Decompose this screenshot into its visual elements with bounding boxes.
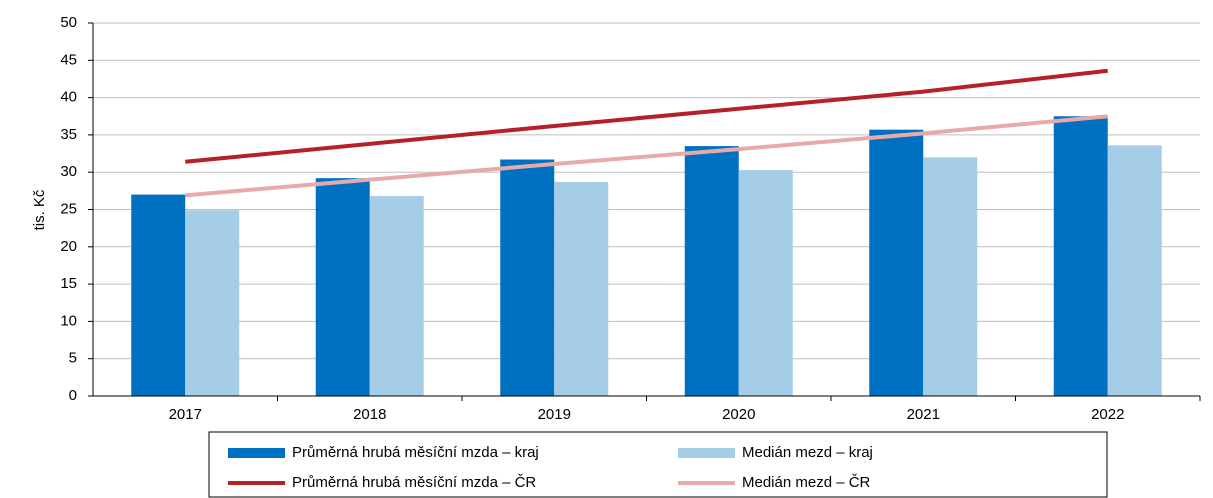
legend-label: Medián mezd – kraj: [742, 444, 873, 461]
x-tick-label: 2022: [1091, 406, 1124, 423]
y-tick-label: 20: [60, 238, 77, 255]
legend-box: [208, 431, 1108, 498]
bar: [684, 146, 739, 396]
bar: [1053, 116, 1108, 396]
x-tick-label: 2020: [722, 406, 755, 423]
y-tick-label: 40: [60, 89, 77, 106]
bar: [1107, 145, 1162, 396]
bar: [923, 157, 978, 396]
bar: [369, 196, 424, 396]
bar: [500, 159, 555, 396]
legend-label: Průměrná hrubá měsíční mzda – kraj: [292, 444, 539, 461]
legend-label: Medián mezd – ČR: [742, 474, 871, 491]
y-tick-label: 35: [60, 126, 77, 143]
bar: [738, 169, 793, 396]
bar: [554, 181, 609, 396]
x-tick-label: 2017: [169, 406, 202, 423]
x-tick-label: 2021: [907, 406, 940, 423]
legend-swatch: [678, 448, 735, 458]
line: [185, 68, 1108, 164]
bar: [185, 210, 240, 396]
y-tick-label: 50: [60, 14, 77, 31]
y-tick-label: 5: [69, 350, 77, 367]
x-tick-label: 2018: [353, 406, 386, 423]
x-tick-label: 2019: [538, 406, 571, 423]
bar: [131, 194, 186, 396]
y-tick-label: 30: [60, 163, 77, 180]
line: [185, 114, 1108, 198]
y-tick-label: 45: [60, 51, 77, 68]
y-tick-label: 0: [69, 387, 77, 404]
y-axis-label: tis. Kč: [31, 189, 48, 230]
bar: [315, 178, 370, 396]
legend-label: Průměrná hrubá měsíční mzda – ČR: [292, 474, 536, 491]
y-tick-label: 10: [60, 312, 77, 329]
y-tick-label: 15: [60, 275, 77, 292]
y-tick-label: 25: [60, 200, 77, 217]
legend-swatch: [228, 448, 285, 458]
bar: [869, 129, 924, 397]
